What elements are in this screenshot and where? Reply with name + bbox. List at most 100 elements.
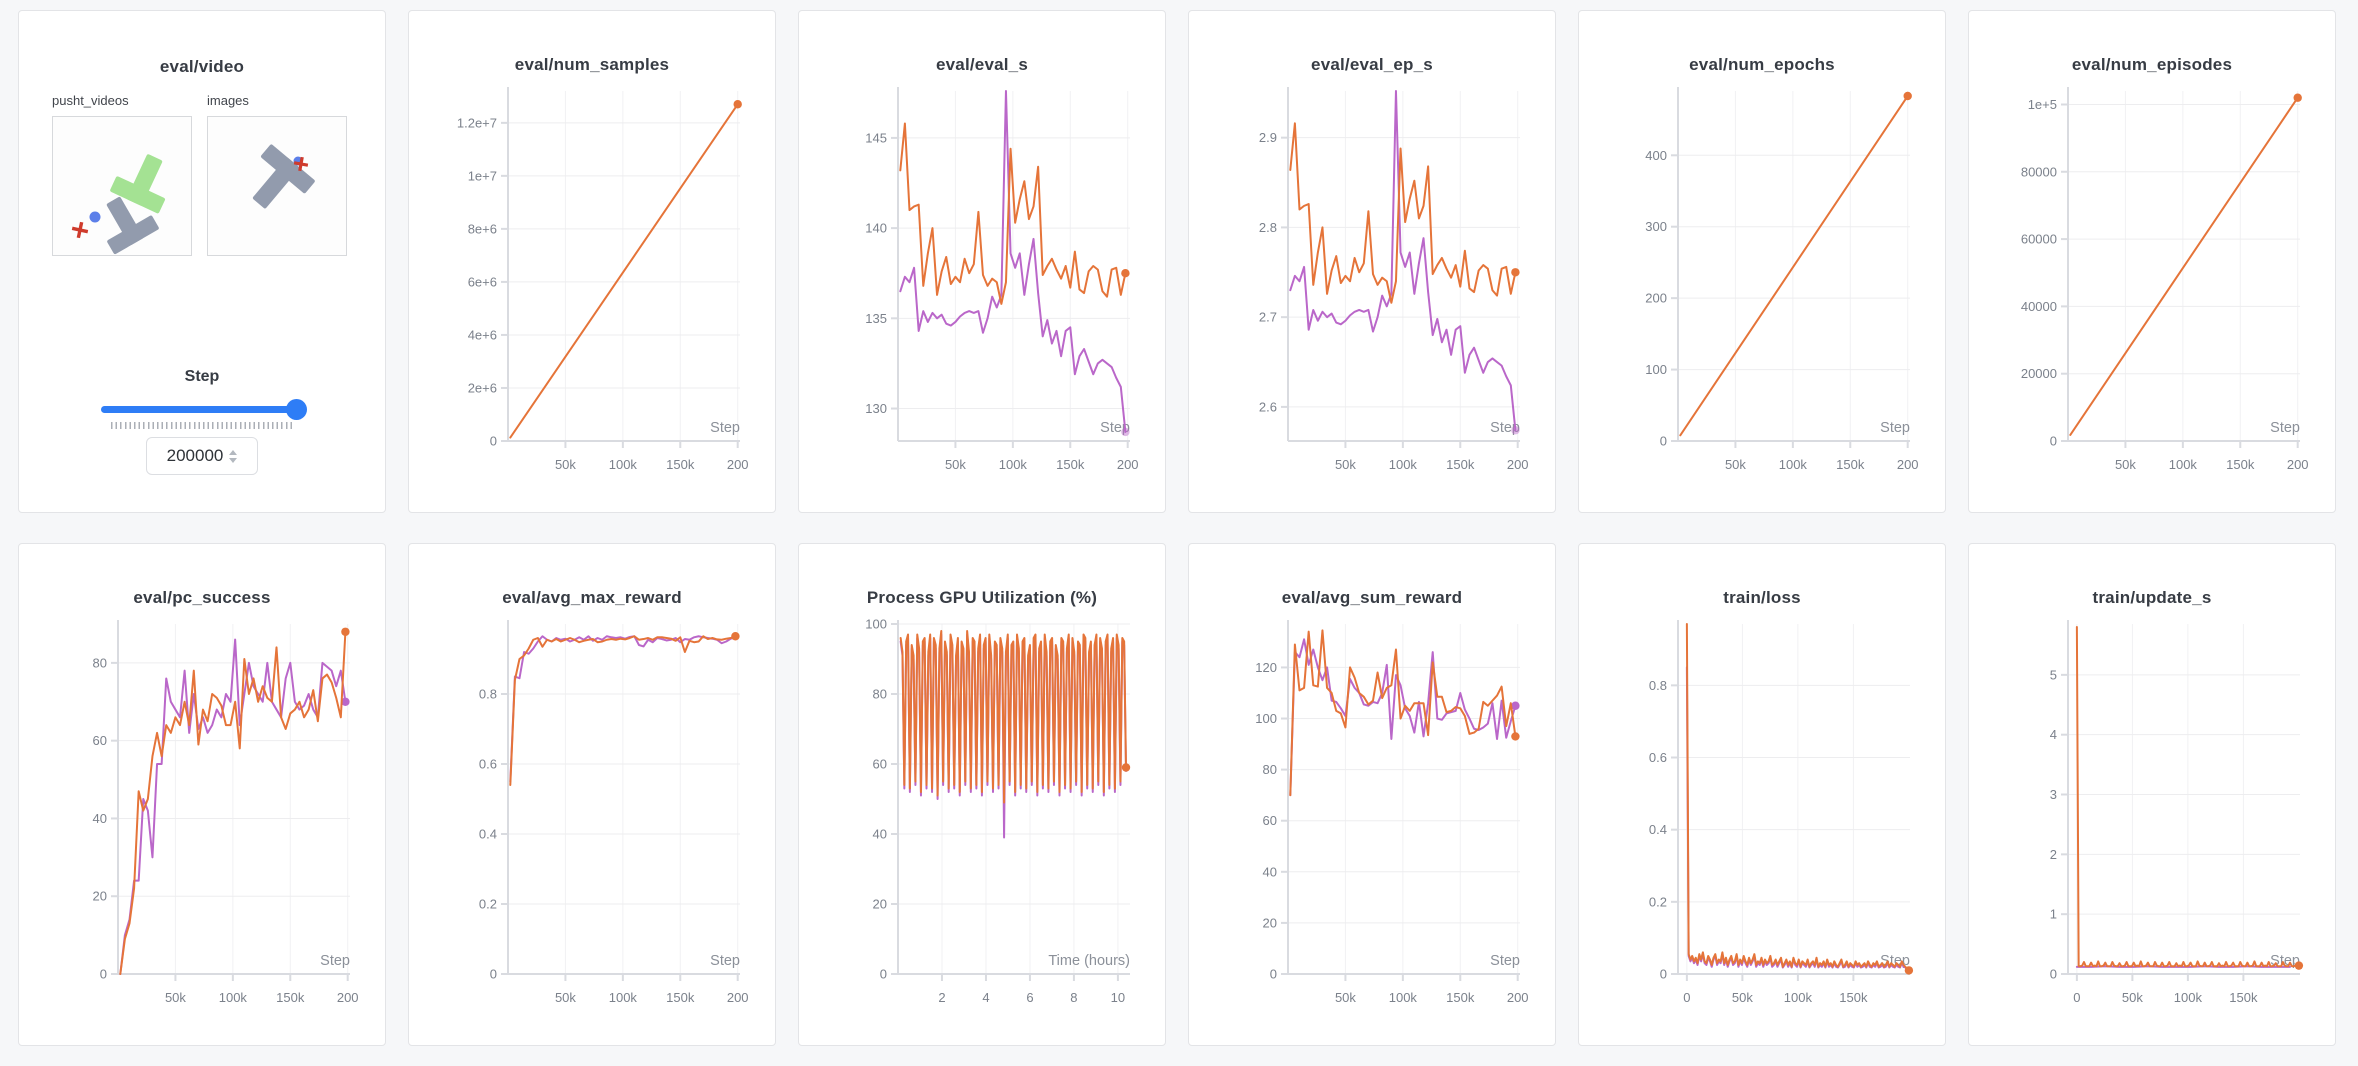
svg-text:1: 1 xyxy=(2050,907,2057,922)
chart-canvas[interactable]: 0 0.2 0.4 0.6 0.8 50k 100k 150k 200 Step xyxy=(420,612,764,1030)
svg-text:50k: 50k xyxy=(1732,990,1753,1005)
images-thumbnail[interactable] xyxy=(207,116,347,256)
svg-text:1e+5: 1e+5 xyxy=(2028,97,2057,112)
svg-text:50k: 50k xyxy=(165,990,186,1005)
svg-text:0.6: 0.6 xyxy=(1649,750,1667,765)
svg-text:Step: Step xyxy=(1490,953,1520,969)
panel-title: Process GPU Utilization (%) xyxy=(866,588,1098,607)
chart-panel-eval-num-samples[interactable]: eval/num_samples 0 2e+6 4e+6 6e+6 8e+6 1e+7 1.2… xyxy=(408,10,776,513)
svg-text:4: 4 xyxy=(2050,727,2057,742)
svg-text:135: 135 xyxy=(865,311,887,326)
target-cross-icon xyxy=(293,156,309,172)
chart-canvas[interactable]: 0 20 40 60 80 50k 100k 150k 200 Step xyxy=(30,612,374,1030)
panel-title: eval/num_epochs xyxy=(1689,55,1835,74)
chart-panel-eval-num-episodes[interactable]: eval/num_episodes 0 20000 40000 60000 80000 1e… xyxy=(1968,10,2336,513)
svg-text:100k: 100k xyxy=(1389,457,1418,472)
svg-text:200: 200 xyxy=(1645,291,1667,306)
svg-text:50k: 50k xyxy=(555,457,576,472)
svg-text:0: 0 xyxy=(1683,990,1690,1005)
chart-panel-process-gpu-utilization-[interactable]: Process GPU Utilization (%) 0 20 40 60 80 100 2… xyxy=(798,543,1166,1046)
agent-dot xyxy=(89,211,101,223)
chart-canvas[interactable]: 0 2e+6 4e+6 6e+6 8e+6 1e+7 1.2e+7 50k 100k 150k 20… xyxy=(420,79,764,497)
svg-text:150k: 150k xyxy=(2229,990,2258,1005)
svg-text:200: 200 xyxy=(727,990,749,1005)
chart-panel-eval-num-epochs[interactable]: eval/num_epochs 0 100 200 300 400 50k 100k 150k 2… xyxy=(1578,10,1946,513)
svg-text:20: 20 xyxy=(1263,915,1277,930)
svg-text:200: 200 xyxy=(1507,990,1529,1005)
svg-text:150k: 150k xyxy=(1839,990,1868,1005)
stepper-spinner[interactable] xyxy=(229,449,238,463)
svg-text:Step: Step xyxy=(320,953,350,969)
chart-panel-eval-pc-success[interactable]: eval/pc_success 0 20 40 60 80 50k 100k 150k 200 St… xyxy=(18,543,386,1046)
svg-text:60: 60 xyxy=(873,757,887,772)
panel-title: eval/num_samples xyxy=(514,55,670,74)
svg-text:0.2: 0.2 xyxy=(479,897,497,912)
slider-tick-ruler xyxy=(111,422,293,429)
pusht-video-thumbnail[interactable] xyxy=(52,116,192,256)
pusht-scene-image xyxy=(71,154,166,255)
chart-canvas[interactable]: 0 20000 40000 60000 80000 1e+5 50k 100k 150k 200 S… xyxy=(1980,79,2324,497)
svg-text:200: 200 xyxy=(727,457,749,472)
chart-canvas[interactable]: 2.6 2.7 2.8 2.9 50k 100k 150k 200 Step xyxy=(1200,79,1544,497)
step-slider-label: Step xyxy=(184,368,220,385)
svg-text:150k: 150k xyxy=(666,990,695,1005)
chart-panel-eval-eval-ep-s[interactable]: eval/eval_ep_s 2.6 2.7 2.8 2.9 50k 100k 150k 200… xyxy=(1188,10,1556,513)
svg-text:0.8: 0.8 xyxy=(1649,678,1667,693)
panel-title: eval/eval_ep_s xyxy=(1311,55,1433,74)
panel-eval-video[interactable]: eval/video pusht_videos xyxy=(18,10,386,513)
svg-text:0.4: 0.4 xyxy=(479,827,497,842)
svg-text:100k: 100k xyxy=(219,990,248,1005)
pusht-goal-t-shape xyxy=(110,154,166,214)
spinner-up-icon[interactable] xyxy=(229,449,238,455)
svg-text:0: 0 xyxy=(100,967,107,982)
panel-title: train/update_s xyxy=(2092,588,2212,607)
svg-text:150k: 150k xyxy=(1446,457,1475,472)
chart-panel-train-update-s[interactable]: train/update_s 0 1 2 3 4 5 0 50k 100k 150k Step xyxy=(1968,543,2336,1046)
chart-panel-eval-eval-s[interactable]: eval/eval_s 130 135 140 145 50k 100k 150k 200 Ste… xyxy=(798,10,1166,513)
svg-text:50k: 50k xyxy=(945,457,966,472)
chart-panel-eval-avg-max-reward[interactable]: eval/avg_max_reward 0 0.2 0.4 0.6 0.8 50k 100k 1… xyxy=(408,543,776,1046)
panel-title: eval/num_episodes xyxy=(2071,55,2233,74)
svg-text:50k: 50k xyxy=(1335,990,1356,1005)
svg-text:0: 0 xyxy=(2050,434,2057,449)
svg-text:0: 0 xyxy=(2050,967,2057,982)
svg-text:6: 6 xyxy=(1026,990,1033,1005)
svg-text:100k: 100k xyxy=(2174,990,2203,1005)
svg-text:2: 2 xyxy=(938,990,945,1005)
svg-text:130: 130 xyxy=(865,401,887,416)
svg-text:150k: 150k xyxy=(2226,457,2255,472)
svg-text:50k: 50k xyxy=(1725,457,1746,472)
svg-text:100: 100 xyxy=(865,617,887,632)
svg-text:4: 4 xyxy=(982,990,989,1005)
svg-text:Step: Step xyxy=(1880,420,1910,436)
svg-text:6e+6: 6e+6 xyxy=(468,274,497,289)
chart-canvas[interactable]: 0 20 40 60 80 100 2 4 6 8 10 Time (hours) xyxy=(810,612,1154,1030)
slider-thumb[interactable] xyxy=(286,399,307,420)
svg-text:0: 0 xyxy=(490,434,497,449)
svg-text:0.4: 0.4 xyxy=(1649,822,1667,837)
svg-text:Step: Step xyxy=(1490,420,1520,436)
chart-canvas[interactable]: 0 100 200 300 400 50k 100k 150k 200 Step xyxy=(1590,79,1934,497)
media-row: pusht_videos xyxy=(19,93,385,256)
slider-track[interactable] xyxy=(101,406,303,413)
chart-canvas[interactable]: 130 135 140 145 50k 100k 150k 200 Step xyxy=(810,79,1154,497)
svg-text:Step: Step xyxy=(710,953,740,969)
target-cross-icon xyxy=(71,221,89,239)
spinner-down-icon[interactable] xyxy=(229,457,238,463)
svg-text:120: 120 xyxy=(1255,660,1277,675)
svg-text:150k: 150k xyxy=(276,990,305,1005)
svg-text:200: 200 xyxy=(337,990,359,1005)
svg-text:5: 5 xyxy=(2050,667,2057,682)
svg-text:1.2e+7: 1.2e+7 xyxy=(457,115,497,130)
step-slider[interactable] xyxy=(101,399,307,420)
svg-text:150k: 150k xyxy=(666,457,695,472)
chart-panel-eval-avg-sum-reward[interactable]: eval/avg_sum_reward 0 20 40 60 80 100 120 50k 100… xyxy=(1188,543,1556,1046)
step-number-input[interactable]: 200000 xyxy=(146,437,258,475)
chart-panel-train-loss[interactable]: train/loss 0 0.2 0.4 0.6 0.8 0 50k 100k 150k Step xyxy=(1578,543,1946,1046)
chart-canvas[interactable]: 0 20 40 60 80 100 120 50k 100k 150k 200 Step xyxy=(1200,612,1544,1030)
svg-text:60: 60 xyxy=(1263,813,1277,828)
svg-text:20000: 20000 xyxy=(2021,366,2057,381)
